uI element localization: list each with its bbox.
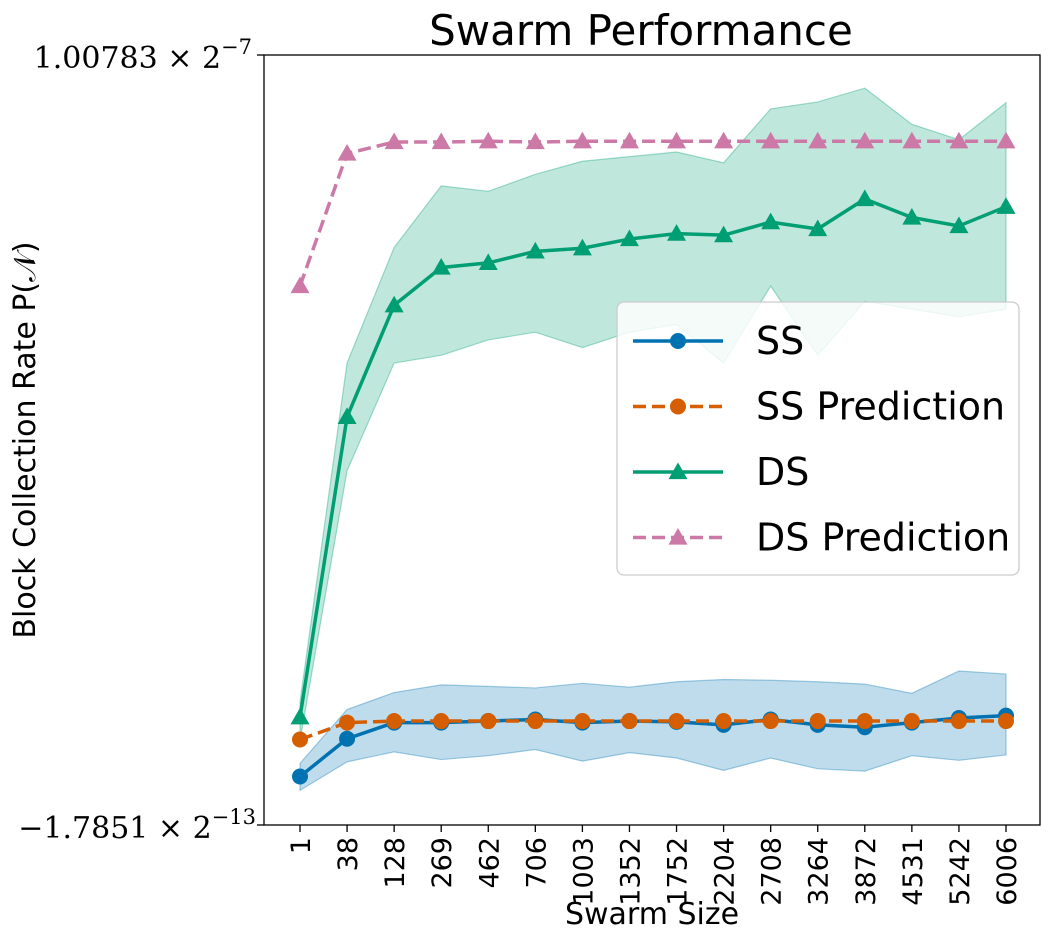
data-point-ds-prediction: [949, 131, 969, 149]
x-tick-label: 3872: [851, 837, 882, 906]
legend-marker-ds: [668, 462, 688, 480]
data-point-ds: [619, 229, 639, 247]
x-tick-label: 269: [427, 837, 458, 889]
data-point-ds: [667, 224, 687, 241]
data-point-ds-prediction: [290, 276, 310, 294]
y-axis-label: Block Collection Rate P(𝒩): [8, 241, 43, 638]
y-max-exp: −7: [221, 35, 252, 59]
x-axis-label: Swarm Size: [565, 897, 739, 932]
data-point-ds-prediction: [431, 132, 451, 150]
legend-box: [616, 301, 1020, 576]
series-line-ss-prediction: [299, 719, 1006, 742]
legend-marker-ss-prediction: [670, 398, 686, 415]
data-point-ds: [761, 212, 781, 230]
legend-marker-ds-prediction: [668, 528, 688, 545]
data-point-ds: [525, 241, 545, 259]
legend-marker-ss: [670, 333, 686, 349]
data-point-ds: [431, 258, 451, 275]
data-point-ss-prediction: [386, 713, 403, 730]
data-point-ds: [855, 189, 875, 207]
series-line-ds-prediction: [298, 139, 1006, 287]
data-point-ds: [714, 225, 734, 243]
data-point-ds-prediction: [478, 131, 498, 149]
data-point-ds-prediction: [337, 144, 357, 161]
data-point-ss-prediction: [621, 713, 638, 730]
legend: SS SS Prediction DS DS Prediction: [616, 301, 1020, 576]
series-line-ds: [298, 197, 1007, 718]
y-max-base: 1.00783 × 2: [34, 41, 221, 76]
data-point-ds: [572, 238, 592, 256]
x-tick-label: 2708: [757, 837, 788, 906]
data-point-ss: [292, 768, 308, 785]
y-min-label: −1.7851 × 2−13: [18, 805, 256, 846]
data-point-ss-prediction: [668, 713, 685, 730]
data-point-ds-prediction: [714, 131, 734, 149]
data-point-ds-prediction: [572, 131, 592, 149]
data-point-ds: [290, 707, 310, 725]
y-min-base: −1.7851 × 2: [18, 811, 211, 846]
plot-frame: [263, 54, 1041, 826]
data-point-ss-prediction: [903, 713, 920, 730]
data-point-ds: [996, 197, 1016, 214]
data-point-ds-prediction: [761, 131, 781, 149]
data-point-ds: [808, 219, 828, 237]
x-tick-label: 1352: [615, 837, 646, 906]
data-point-ds-prediction: [667, 131, 687, 149]
x-tick-label: 3264: [804, 837, 835, 906]
data-point-ss-prediction: [292, 731, 308, 748]
data-point-ds: [949, 216, 969, 234]
data-point-ss-prediction: [950, 713, 967, 730]
data-point-ss-prediction: [715, 713, 732, 730]
x-tick-label: 4531: [898, 837, 929, 906]
y-max-label: 1.00783 × 2−7: [34, 35, 252, 76]
x-tick-label: 6006: [992, 837, 1023, 906]
data-point-ss-prediction: [527, 713, 544, 730]
data-point-ss-prediction: [856, 713, 873, 730]
legend-label-ss: SS: [756, 319, 804, 363]
y-min-exp: −13: [212, 805, 256, 829]
data-point-ss: [339, 730, 356, 747]
data-point-ss-prediction: [998, 713, 1014, 730]
x-tick-label: 1752: [663, 837, 694, 906]
legend-label-ds-prediction: DS Prediction: [756, 516, 1010, 560]
data-point-ds-prediction: [996, 131, 1016, 149]
legend-label-ss-prediction: SS Prediction: [756, 385, 1005, 429]
data-point-ds-prediction: [619, 131, 639, 149]
x-tick-label: 2204: [710, 837, 741, 906]
x-tick-label: 462: [474, 837, 505, 889]
x-tick-label: 1003: [568, 837, 599, 906]
data-point-ds-prediction: [525, 132, 545, 150]
legend-label-ds: DS: [756, 450, 809, 494]
x-tick-label: 38: [333, 837, 364, 871]
chart-title: Swarm Performance: [429, 6, 853, 55]
data-point-ss-prediction: [809, 713, 826, 730]
data-point-ss-prediction: [339, 714, 356, 731]
x-tick-label: 1: [286, 837, 317, 854]
data-point-ss-prediction: [433, 713, 450, 730]
data-point-ds: [384, 295, 404, 313]
x-tick-label: 706: [521, 837, 552, 889]
data-point-ds: [902, 207, 922, 225]
data-point-ds: [478, 253, 498, 271]
data-point-ds: [337, 407, 357, 425]
data-point-ds-prediction: [384, 132, 404, 150]
x-tick-label: 5242: [945, 837, 976, 906]
band-ss: [299, 670, 1007, 792]
data-point-ss-prediction: [762, 713, 779, 730]
data-point-ss-prediction: [574, 713, 591, 730]
data-point-ss-prediction: [480, 713, 497, 730]
data-point-ds-prediction: [855, 131, 875, 149]
data-point-ds-prediction: [902, 131, 922, 149]
x-tick-label: 128: [380, 837, 411, 889]
data-point-ds-prediction: [808, 131, 828, 149]
